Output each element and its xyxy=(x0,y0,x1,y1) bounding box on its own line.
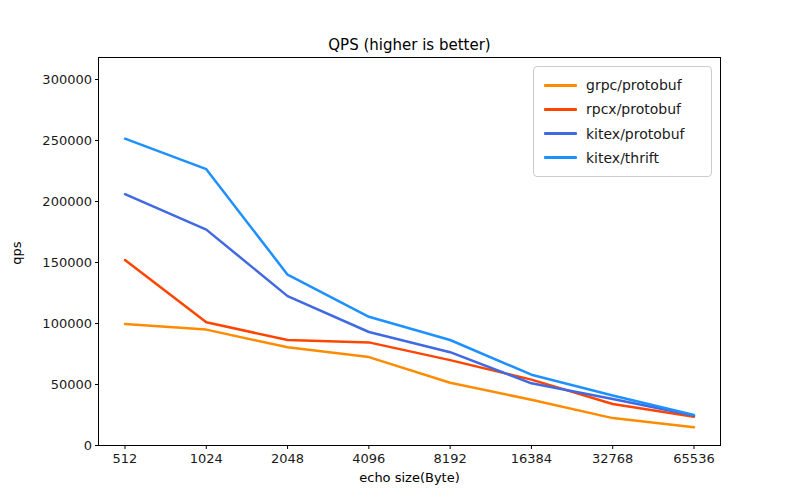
x-tick-label: 65536 xyxy=(664,452,724,466)
y-tick-label: 200000 xyxy=(32,195,92,209)
y-tick-label: 50000 xyxy=(32,378,92,392)
x-tick-label: 2048 xyxy=(258,452,318,466)
y-tick-label: 0 xyxy=(32,439,92,453)
legend-label: kitex/protobuf xyxy=(586,126,685,142)
x-tick-label: 8192 xyxy=(420,452,480,466)
legend-label: grpc/protobuf xyxy=(586,77,682,93)
x-tick-label: 32768 xyxy=(583,452,643,466)
legend-line-swatch xyxy=(544,108,577,111)
legend-line-swatch xyxy=(544,84,577,87)
series-line-grpc-protobuf xyxy=(125,324,694,427)
x-tick-label: 512 xyxy=(95,452,155,466)
legend-item-kitex-protobuf: kitex/protobuf xyxy=(544,126,701,142)
chart-title: QPS (higher is better) xyxy=(98,35,721,55)
legend-line-swatch xyxy=(544,132,577,135)
legend-line-swatch xyxy=(544,156,577,159)
legend-item-grpc-protobuf: grpc/protobuf xyxy=(544,77,701,93)
legend-item-rpcx-protobuf: rpcx/protobuf xyxy=(544,101,701,117)
x-tick-label: 16384 xyxy=(501,452,561,466)
series-line-kitex-protobuf xyxy=(125,194,694,415)
legend: grpc/protobuf rpcx/protobuf kitex/protobuf… xyxy=(533,66,712,177)
y-tick-label: 150000 xyxy=(32,256,92,270)
legend-item-kitex-thrift: kitex/thrift xyxy=(544,150,701,166)
x-tick-label: 1024 xyxy=(176,452,236,466)
y-tick-label: 100000 xyxy=(32,317,92,331)
series-line-kitex-thrift xyxy=(125,139,694,415)
y-tick-label: 250000 xyxy=(32,134,92,148)
x-tick-label: 4096 xyxy=(339,452,399,466)
y-tick-label: 300000 xyxy=(32,73,92,87)
x-axis-label: echo size(Byte) xyxy=(98,470,721,485)
legend-label: kitex/thrift xyxy=(586,150,659,166)
qps-benchmark-figure: QPS (higher is better) echo size(Byte) q… xyxy=(0,0,800,500)
legend-label: rpcx/protobuf xyxy=(586,101,681,117)
